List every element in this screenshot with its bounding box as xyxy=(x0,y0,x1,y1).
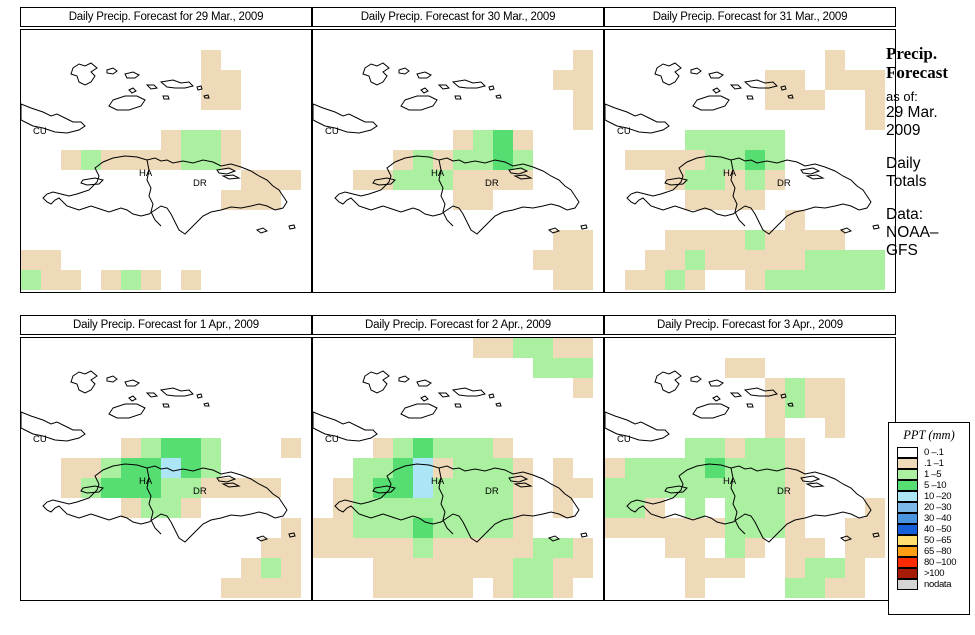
panel-30mar: Daily Precip. Forecast for 30 Mar., 2009… xyxy=(312,7,604,295)
legend-label: 0 –.1 xyxy=(924,447,944,458)
legend-label: 20 –30 xyxy=(924,502,952,513)
legend-row: 1 –5 xyxy=(889,469,969,480)
legend-swatch xyxy=(897,469,918,480)
info-panel: Precip. Forecast as of: 29 Mar. 2009 Dai… xyxy=(886,44,975,260)
legend-swatch xyxy=(897,535,918,546)
legend-row: 20 –30 xyxy=(889,502,969,513)
legend-swatch xyxy=(897,480,918,491)
map-label-haiti: HA xyxy=(139,168,153,179)
map-label-haiti: HA xyxy=(723,168,737,179)
panel-title: Daily Precip. Forecast for 29 Mar., 2009 xyxy=(20,7,312,27)
panel-title: Daily Precip. Forecast for 30 Mar., 2009 xyxy=(312,7,604,27)
map-label-dr: DR xyxy=(777,486,791,497)
legend-swatch xyxy=(897,491,918,502)
legend-row: 80 –100 xyxy=(889,557,969,568)
panel-map-panel-3apr[interactable]: CU HA DR xyxy=(604,337,896,601)
legend-row: nodata xyxy=(889,579,969,590)
map-label-cuba: CU xyxy=(325,434,339,445)
legend-swatch xyxy=(897,447,918,458)
legend-label: 1 –5 xyxy=(924,469,942,480)
legend-swatch xyxy=(897,502,918,513)
legend-label: .1 –1 xyxy=(924,458,944,469)
panel-title: Daily Precip. Forecast for 1 Apr., 2009 xyxy=(20,315,312,335)
legend-label: nodata xyxy=(924,579,952,590)
info-data-line1: NOAA– xyxy=(886,224,939,241)
legend-swatch xyxy=(897,557,918,568)
info-asof-date-line1: 29 Mar. xyxy=(886,104,938,121)
info-asof-label: as of: xyxy=(886,89,918,104)
legend-label: 30 –40 xyxy=(924,513,952,524)
legend-row: 5 –10 xyxy=(889,480,969,491)
panel-title: Daily Precip. Forecast for 3 Apr., 2009 xyxy=(604,315,896,335)
legend-title: PPT (mm) xyxy=(903,428,955,442)
panel-1apr: Daily Precip. Forecast for 1 Apr., 2009 C… xyxy=(20,315,312,603)
legend-row: 50 –65 xyxy=(889,535,969,546)
info-totals-line2: Totals xyxy=(886,173,927,190)
map-label-cuba: CU xyxy=(325,126,339,137)
panel-map-panel-29mar[interactable]: CU HA DR xyxy=(20,29,312,293)
legend-row: .1 –1 xyxy=(889,458,969,469)
legend-label: 10 –20 xyxy=(924,491,952,502)
map-label-cuba: CU xyxy=(617,126,631,137)
map-label-cuba: CU xyxy=(33,126,47,137)
panel-3apr: Daily Precip. Forecast for 3 Apr., 2009 C… xyxy=(604,315,896,603)
panel-map-panel-2apr[interactable]: CU HA DR xyxy=(312,337,604,601)
info-asof-date-line2: 2009 xyxy=(886,122,921,139)
legend-row: 0 –.1 xyxy=(889,447,969,458)
map-label-haiti: HA xyxy=(723,476,737,487)
info-data-label: Data: xyxy=(886,206,924,223)
map-label-dr: DR xyxy=(193,486,207,497)
map-label-dr: DR xyxy=(485,178,499,189)
legend-swatch xyxy=(897,513,918,524)
legend-swatch xyxy=(897,458,918,469)
legend-label: >100 xyxy=(924,568,945,579)
legend-label: 65 –80 xyxy=(924,546,952,557)
legend-swatch xyxy=(897,579,918,590)
map-label-dr: DR xyxy=(193,178,207,189)
info-heading-line2: Forecast xyxy=(886,63,948,82)
map-label-cuba: CU xyxy=(33,434,47,445)
legend-label: 40 –50 xyxy=(924,524,952,535)
precip-legend: PPT (mm) 0 –.1.1 –1 1 –5 5 –10 10 –20 20 –30… xyxy=(888,422,970,615)
panel-2apr: Daily Precip. Forecast for 2 Apr., 2009 C… xyxy=(312,315,604,603)
legend-swatch xyxy=(897,546,918,557)
legend-label: 5 –10 xyxy=(924,480,947,491)
legend-row: 10 –20 xyxy=(889,491,969,502)
legend-swatch xyxy=(897,568,918,579)
legend-row-list: 0 –.1.1 –1 1 –5 5 –10 10 –20 20 –30 30 –40 40 … xyxy=(889,447,969,590)
map-label-dr: DR xyxy=(485,486,499,497)
panel-title: Daily Precip. Forecast for 31 Mar., 2009 xyxy=(604,7,896,27)
legend-label: 80 –100 xyxy=(924,557,957,568)
legend-row: 65 –80 xyxy=(889,546,969,557)
legend-label: 50 –65 xyxy=(924,535,952,546)
legend-row: 40 –50 xyxy=(889,524,969,535)
info-totals-line1: Daily xyxy=(886,155,921,172)
legend-row: >100 xyxy=(889,568,969,579)
panel-map-panel-31mar[interactable]: CU HA DR xyxy=(604,29,896,293)
legend-swatch xyxy=(897,524,918,535)
panel-title: Daily Precip. Forecast for 2 Apr., 2009 xyxy=(312,315,604,335)
panel-31mar: Daily Precip. Forecast for 31 Mar., 2009… xyxy=(604,7,896,295)
panel-map-panel-30mar[interactable]: CU HA DR xyxy=(312,29,604,293)
info-heading-line1: Precip. xyxy=(886,44,938,63)
panel-map-panel-1apr[interactable]: CU HA DR xyxy=(20,337,312,601)
legend-row: 30 –40 xyxy=(889,513,969,524)
map-label-dr: DR xyxy=(777,178,791,189)
map-label-haiti: HA xyxy=(139,476,153,487)
info-data-line2: GFS xyxy=(886,242,918,259)
panel-29mar: Daily Precip. Forecast for 29 Mar., 2009… xyxy=(20,7,312,295)
map-label-cuba: CU xyxy=(617,434,631,445)
map-label-haiti: HA xyxy=(431,168,445,179)
map-label-haiti: HA xyxy=(431,476,445,487)
